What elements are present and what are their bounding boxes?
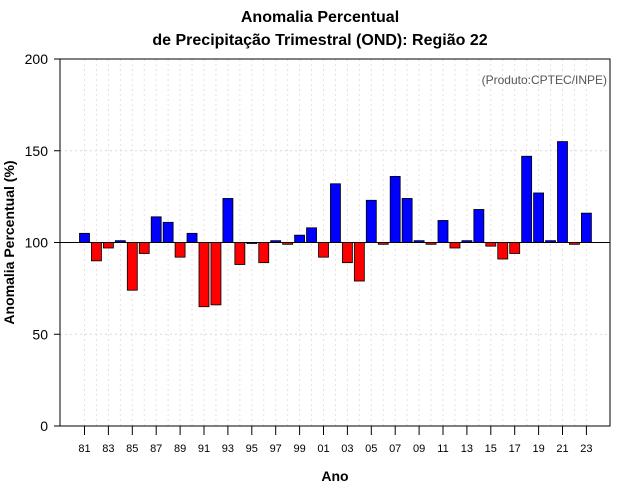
x-tick-label: 21 — [556, 443, 568, 455]
x-tick-label: 95 — [246, 443, 258, 455]
x-tick-label: 05 — [365, 443, 377, 455]
x-tick-label: 19 — [532, 443, 544, 455]
bar-02 — [330, 183, 341, 243]
x-tick-label: 11 — [437, 443, 448, 455]
bar-07 — [389, 176, 401, 243]
bar-86 — [138, 242, 150, 254]
y-tick-label: 100 — [25, 235, 49, 251]
y-tick-label: 150 — [25, 143, 49, 159]
bar-04 — [353, 242, 365, 282]
chart-subtitle: de Precipitação Trimestral (OND): Região… — [152, 32, 488, 49]
x-tick-label: 99 — [293, 443, 305, 455]
bar-21 — [557, 141, 568, 243]
bar-88 — [162, 221, 174, 243]
bar-11 — [437, 220, 449, 243]
x-tick-label: 13 — [461, 443, 473, 455]
bar-23 — [581, 212, 592, 243]
bar-17 — [509, 242, 521, 254]
x-tick-label: 03 — [341, 443, 353, 455]
bar-99 — [294, 234, 306, 243]
bar-83 — [103, 242, 114, 249]
x-tick-label: 83 — [102, 443, 114, 455]
y-tick-label: 0 — [40, 418, 48, 434]
bar-08 — [401, 198, 413, 243]
bar-96 — [258, 242, 270, 264]
bar-85 — [126, 242, 138, 291]
bar-91 — [198, 242, 210, 308]
y-tick-label: 50 — [32, 326, 48, 342]
bar-87 — [150, 216, 162, 243]
x-tick-label: 89 — [174, 443, 186, 455]
bar-90 — [186, 232, 198, 243]
bar-00 — [306, 227, 317, 243]
x-tick-label: 09 — [413, 443, 425, 455]
bar-18 — [521, 155, 533, 243]
source-note: (Produto:CPTEC/INPE) — [482, 73, 607, 87]
x-tick-label: 17 — [509, 443, 521, 455]
x-tick-label: 81 — [78, 443, 90, 455]
bar-12 — [449, 242, 461, 249]
x-tick-label: 07 — [389, 443, 401, 455]
chart-title: Anomalia Percentual — [240, 9, 400, 26]
bar-16 — [497, 242, 509, 260]
x-tick-label: 91 — [198, 443, 210, 455]
bar-89 — [174, 242, 186, 258]
bar-82 — [91, 242, 102, 262]
bar-19 — [533, 192, 544, 243]
x-tick-label: 23 — [580, 443, 592, 455]
x-tick-label: 15 — [485, 443, 497, 455]
x-tick-label: 97 — [270, 443, 282, 455]
bar-14 — [473, 209, 485, 243]
bar-15 — [485, 242, 497, 247]
y-tick-label: 200 — [25, 51, 49, 67]
bar-03 — [341, 242, 353, 264]
bar-93 — [222, 198, 234, 243]
bar-92 — [210, 242, 222, 306]
y-axis-label: Anomalia Percentual (%) — [1, 160, 17, 324]
bar-01 — [318, 242, 329, 258]
bar-94 — [234, 242, 246, 265]
bar-05 — [365, 199, 377, 243]
x-tick-label: 87 — [150, 443, 162, 455]
bar-81 — [79, 232, 90, 243]
x-tick-label: 01 — [317, 443, 329, 455]
x-tick-label: 93 — [222, 443, 234, 455]
x-axis-label: Ano — [321, 468, 348, 484]
x-tick-label: 85 — [126, 443, 138, 455]
